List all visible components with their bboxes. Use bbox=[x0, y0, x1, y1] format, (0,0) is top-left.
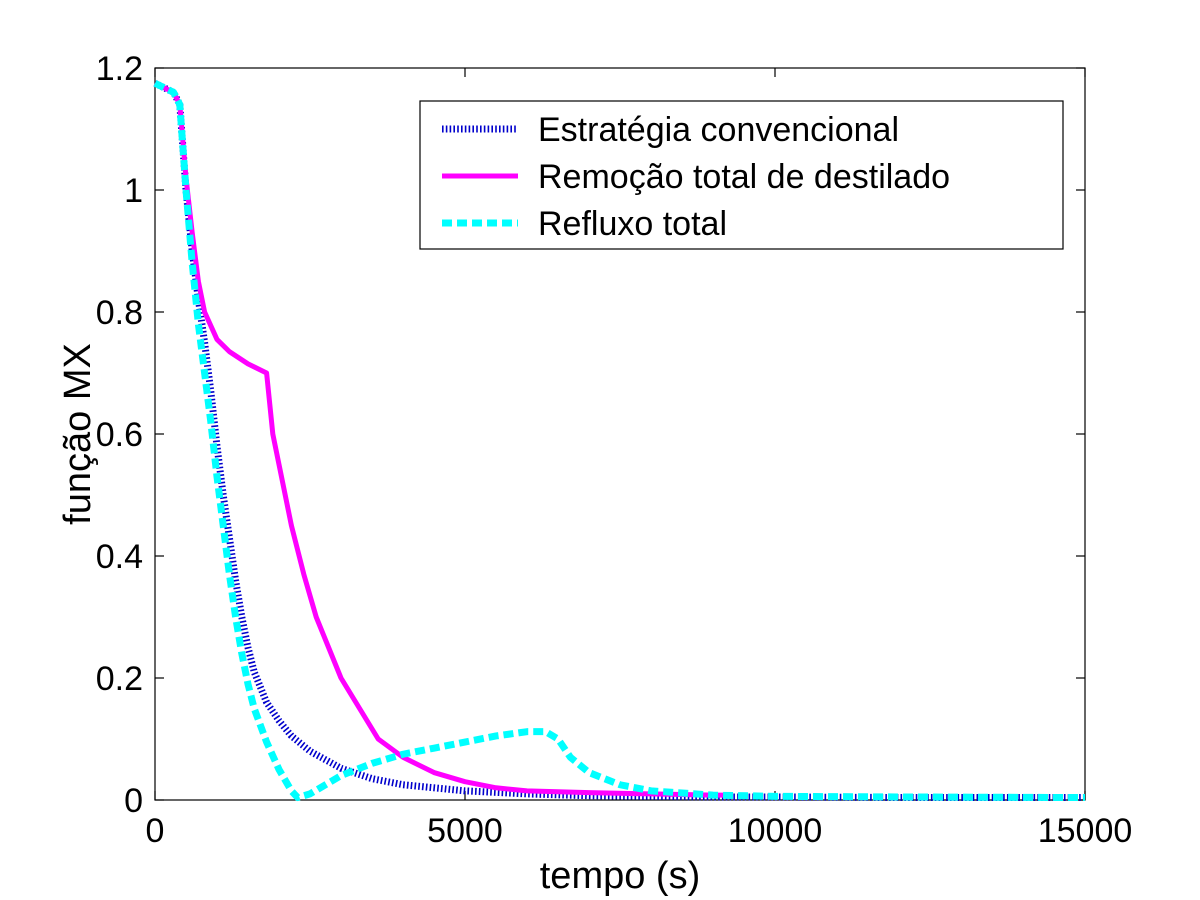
legend-label-3: Refluxo total bbox=[538, 205, 727, 243]
series-line-2 bbox=[153, 81, 732, 798]
y-tick-label: 1.2 bbox=[96, 50, 143, 88]
y-tick-label: 0 bbox=[124, 782, 143, 820]
x-axis-label: tempo (s) bbox=[540, 855, 700, 897]
series-line-1 bbox=[153, 80, 1085, 802]
legend-label-1: Estratégia convencional bbox=[538, 111, 899, 149]
series-line-3 bbox=[153, 80, 1086, 802]
y-tick-label: 0.4 bbox=[96, 538, 143, 576]
legend: Estratégia convencional Remoção total de … bbox=[419, 100, 1064, 250]
y-axis-label: função MX bbox=[57, 343, 99, 525]
legend-box bbox=[419, 100, 1064, 250]
y-tick-label: 0.6 bbox=[96, 416, 143, 454]
x-tick-label: 10000 bbox=[728, 812, 823, 850]
legend-label-2: Remoção total de destilado bbox=[538, 158, 950, 196]
x-tick-label: 15000 bbox=[1038, 812, 1133, 850]
y-tick-label: 0.2 bbox=[96, 660, 143, 698]
x-tick-label: 0 bbox=[146, 812, 165, 850]
x-tick-label: 5000 bbox=[427, 812, 503, 850]
y-tick-label: 0.8 bbox=[96, 294, 143, 332]
y-tick-label: 1 bbox=[124, 172, 143, 210]
